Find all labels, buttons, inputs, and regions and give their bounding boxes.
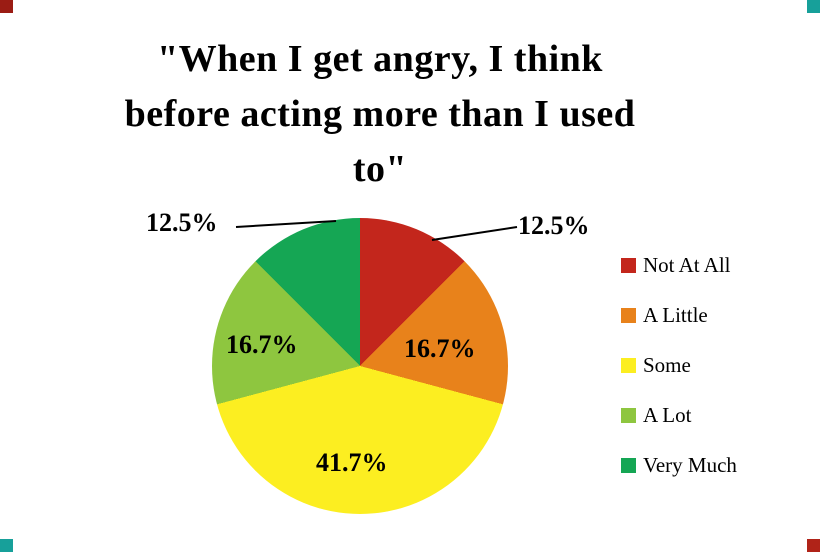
legend: Not At All A Little Some A Lot Very Much	[621, 240, 737, 490]
corner-mark-top-left	[0, 0, 13, 13]
legend-label-a-little: A Little	[643, 302, 708, 327]
slice-label-not-at-all: 12.5%	[518, 211, 590, 240]
legend-item-a-little: A Little	[621, 290, 737, 340]
legend-label-some: Some	[643, 352, 691, 377]
legend-item-some: Some	[621, 340, 737, 390]
legend-item-not-at-all: Not At All	[621, 240, 737, 290]
legend-swatch-some	[621, 357, 636, 373]
legend-label-very-much: Very Much	[643, 452, 737, 477]
slice-label-very-much: 12.5%	[146, 208, 218, 237]
corner-mark-bottom-right	[807, 539, 820, 552]
pie-chart	[212, 218, 508, 514]
corner-mark-top-right	[807, 0, 820, 13]
chart-title-line: "When I get angry, I think	[157, 38, 603, 80]
legend-item-a-lot: A Lot	[621, 390, 737, 440]
legend-swatch-a-lot	[621, 407, 636, 423]
legend-item-very-much: Very Much	[621, 440, 737, 490]
legend-swatch-a-little	[621, 307, 636, 323]
legend-label-not-at-all: Not At All	[643, 252, 731, 277]
corner-mark-bottom-left	[0, 539, 13, 552]
slice-label-some: 41.7%	[316, 448, 388, 477]
slice-label-a-lot: 16.7%	[226, 330, 298, 359]
slice-label-a-little: 16.7%	[404, 334, 476, 363]
chart-title: "When I get angry, I think before acting…	[50, 32, 710, 197]
callout-line-right	[431, 226, 518, 241]
chart-title-line: to"	[352, 148, 408, 190]
legend-swatch-not-at-all	[621, 257, 636, 273]
chart-title-line: before acting more than I used	[124, 93, 636, 135]
legend-label-a-lot: A Lot	[643, 402, 692, 427]
legend-swatch-very-much	[621, 457, 636, 473]
